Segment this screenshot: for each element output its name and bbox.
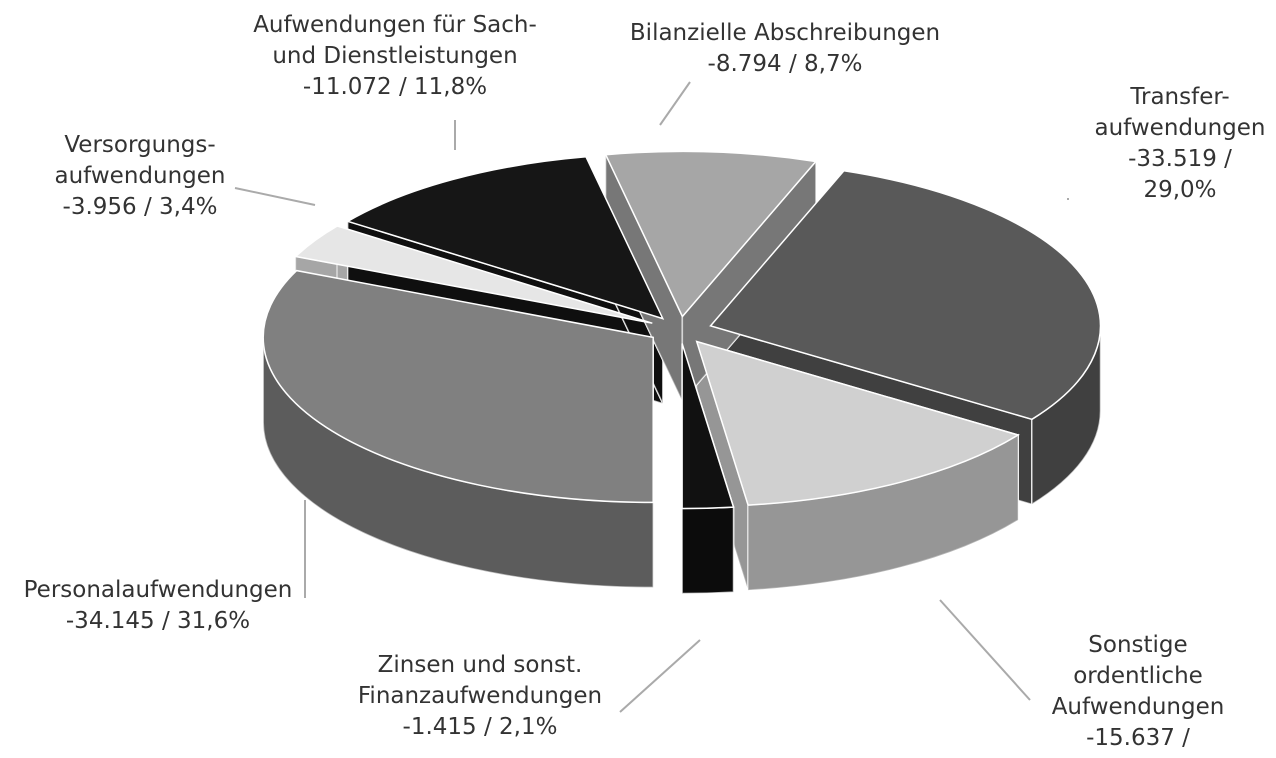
slice-side-shade bbox=[682, 507, 734, 594]
category-label: Versorgungs- aufwendungen bbox=[54, 132, 226, 189]
slice bbox=[294, 225, 653, 324]
data-label: Bilanzielle Abschreibungen -8.794 / 8,7% bbox=[630, 18, 940, 80]
slice-cut-face-shade bbox=[696, 341, 749, 591]
slice bbox=[604, 150, 818, 318]
data-label: Personalaufwendungen -34.145 / 31,6% bbox=[24, 575, 293, 637]
value-label: -3.956 / 3,4% bbox=[62, 194, 218, 220]
slice bbox=[681, 343, 735, 510]
value-label: -34.145 / 31,6% bbox=[65, 608, 251, 634]
slice bbox=[262, 269, 654, 504]
leader-line bbox=[234, 187, 316, 206]
value-label: -15.637 / 13,3% bbox=[1086, 725, 1190, 758]
slice bbox=[695, 340, 1020, 506]
data-label: Zinsen und sonst. Finanzaufwendungen -1.4… bbox=[358, 650, 602, 743]
slice bbox=[345, 156, 665, 320]
category-label: Transfer- aufwendungen bbox=[1094, 84, 1266, 141]
data-label: Sonstige ordentliche Aufwendungen -15.637… bbox=[1052, 630, 1225, 758]
leader-line bbox=[659, 81, 691, 126]
category-label: Sonstige ordentliche Aufwendungen bbox=[1051, 632, 1225, 720]
slice-side-shade bbox=[1031, 325, 1101, 505]
category-label: Bilanzielle Abschreibungen bbox=[629, 20, 941, 46]
slice-side-shade bbox=[748, 435, 1019, 591]
data-label: Aufwendungen für Sach- und Dienstleistun… bbox=[253, 10, 537, 103]
value-label: -11.072 / 11,8% bbox=[302, 74, 488, 100]
slice bbox=[709, 169, 1102, 421]
category-label: Zinsen und sonst. Finanzaufwendungen bbox=[357, 652, 603, 709]
category-label: Personalaufwendungen bbox=[23, 577, 293, 603]
value-label: -33.519 / 29,0% bbox=[1128, 146, 1232, 203]
leader-line bbox=[619, 639, 701, 713]
data-label: Transfer- aufwendungen -33.519 / 29,0% bbox=[1095, 82, 1266, 206]
category-label: Aufwendungen für Sach- und Dienstleistun… bbox=[253, 12, 537, 69]
leader-line bbox=[939, 599, 1031, 701]
value-label: -8.794 / 8,7% bbox=[707, 51, 863, 77]
data-label: Versorgungs- aufwendungen -3.956 / 3,4% bbox=[55, 130, 226, 223]
slice-side-shade bbox=[263, 337, 654, 588]
value-label: -1.415 / 2,1% bbox=[402, 714, 558, 740]
